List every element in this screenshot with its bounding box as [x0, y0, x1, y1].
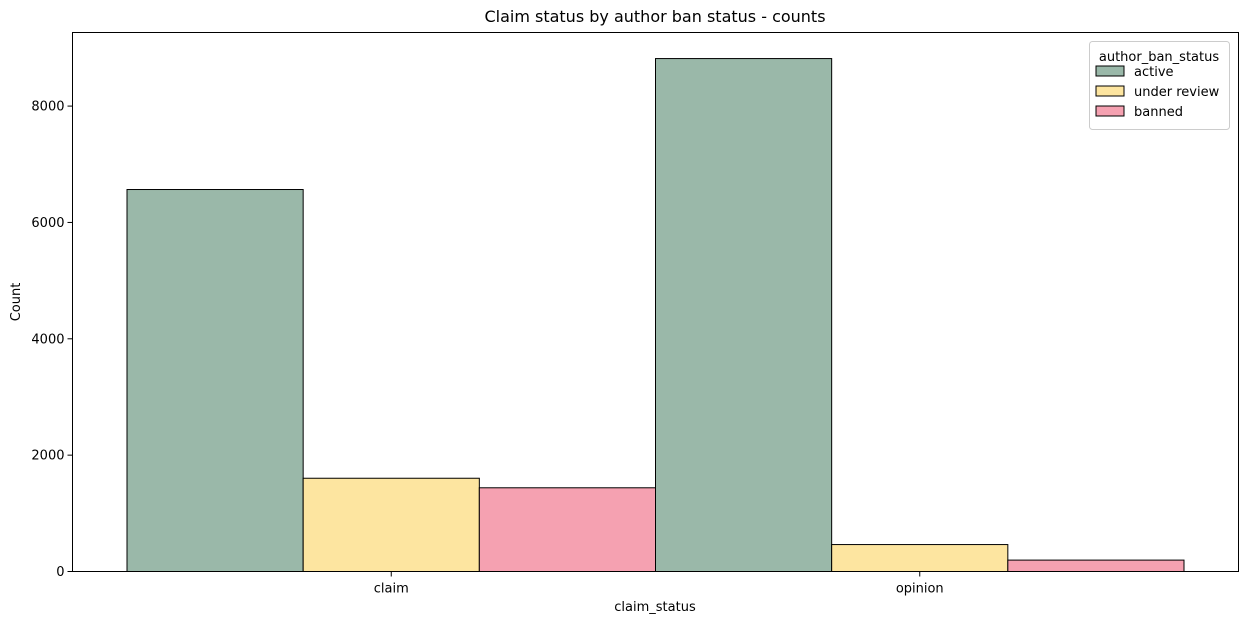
legend-title: author_ban_status	[1099, 50, 1219, 65]
legend: author_ban_status active under review bann…	[1089, 41, 1230, 130]
legend-swatch-under-review	[1095, 85, 1125, 97]
legend-swatch-active	[1095, 65, 1125, 77]
bar-under-review-opinion	[831, 544, 1009, 572]
x-tick-label-opinion: opinion	[896, 582, 944, 597]
x-axis: claim opinion	[374, 571, 944, 597]
chart-title: Claim status by author ban status - coun…	[484, 7, 825, 26]
bars-layer	[126, 58, 1185, 573]
y-axis-label: Count	[9, 283, 24, 322]
bar-banned-opinion	[1007, 559, 1185, 573]
y-tick-label: 6000	[31, 216, 64, 231]
bar-under-review-claim	[302, 477, 480, 573]
bar-banned-claim	[478, 487, 657, 572]
y-tick-label: 0	[56, 565, 64, 580]
legend-label-under-review: under review	[1134, 85, 1220, 100]
y-tick-label: 2000	[31, 449, 64, 464]
y-tick-label: 8000	[31, 100, 64, 115]
legend-label-banned: banned	[1134, 105, 1183, 120]
legend-swatch-banned	[1095, 105, 1125, 117]
legend-label-active: active	[1134, 65, 1174, 80]
plot-area-frame	[72, 32, 1239, 572]
y-axis: 0 2000 4000 6000 8000	[31, 100, 73, 580]
bar-active-opinion	[655, 58, 833, 573]
bar-active-claim	[126, 189, 304, 572]
x-axis-label: claim_status	[614, 600, 696, 615]
y-tick-label: 4000	[31, 332, 64, 347]
x-tick-label-claim: claim	[374, 582, 409, 597]
